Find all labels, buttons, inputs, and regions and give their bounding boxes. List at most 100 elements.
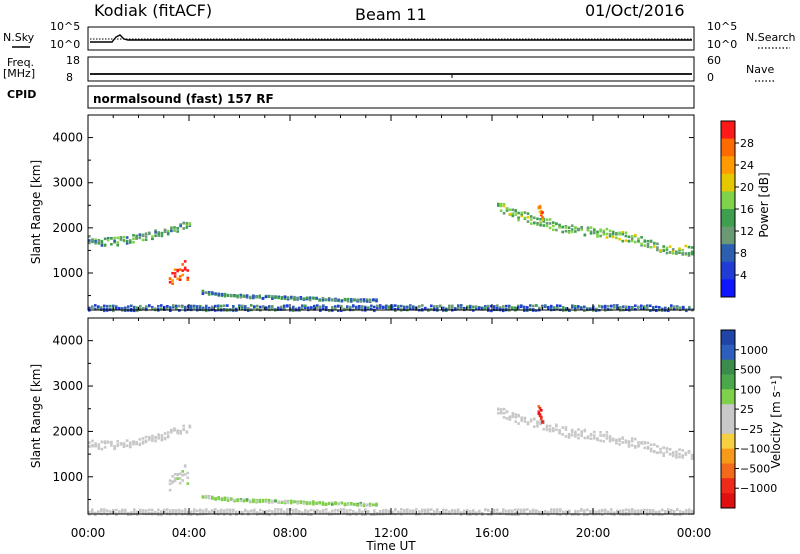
data-cell — [406, 510, 409, 514]
data-cell — [511, 509, 514, 512]
data-cell — [116, 241, 119, 244]
data-cell — [163, 230, 167, 234]
data-cell — [451, 509, 454, 513]
data-cell — [141, 233, 145, 237]
data-cell — [94, 442, 97, 445]
data-cell — [593, 434, 596, 437]
data-cell — [370, 304, 373, 308]
data-cell — [457, 307, 460, 310]
data-cell — [334, 298, 337, 302]
data-cell — [668, 448, 672, 451]
data-cell — [208, 510, 211, 514]
data-cell — [662, 446, 665, 449]
data-cell — [568, 510, 571, 514]
data-cell — [678, 247, 681, 250]
data-cell — [586, 228, 590, 232]
data-cell — [541, 218, 544, 222]
data-cell — [688, 305, 691, 309]
data-cell — [618, 232, 621, 236]
data-cell — [547, 510, 550, 514]
data-cell — [397, 307, 400, 311]
data-cell — [517, 211, 520, 215]
data-cell — [622, 509, 625, 512]
data-cell — [267, 499, 271, 502]
data-cell — [520, 211, 523, 215]
data-cell — [511, 413, 515, 417]
time-tick-label: 12:00 — [374, 526, 409, 540]
data-cell — [217, 496, 220, 499]
data-cell — [545, 222, 549, 225]
colorbar-swatch — [721, 156, 735, 175]
data-cell — [646, 304, 649, 307]
data-cell — [496, 306, 499, 309]
data-cell — [439, 305, 442, 308]
data-cell — [490, 513, 493, 516]
data-cell — [567, 226, 571, 229]
time-tick-label: 04:00 — [172, 526, 207, 540]
data-cell — [124, 306, 127, 310]
data-cell — [656, 451, 659, 455]
data-cell — [109, 304, 112, 308]
data-cell — [484, 306, 487, 309]
data-cell — [466, 511, 469, 514]
data-cell — [106, 238, 110, 242]
data-cell — [205, 309, 208, 313]
data-cell — [688, 510, 691, 514]
data-cell — [627, 445, 631, 448]
data-cell — [662, 249, 665, 252]
data-cell — [100, 307, 103, 311]
data-cell — [130, 511, 133, 514]
data-cell — [643, 446, 647, 450]
data-cell — [106, 304, 109, 308]
data-cell — [604, 509, 607, 512]
data-cell — [643, 307, 646, 311]
data-cell — [691, 509, 694, 513]
data-cell — [121, 307, 124, 310]
feature-decay-tail — [201, 289, 378, 303]
data-cell — [469, 510, 472, 513]
data-cell — [172, 510, 175, 513]
data-cell — [239, 499, 243, 503]
data-cell — [350, 300, 353, 303]
data-cell — [368, 502, 372, 506]
data-cell — [553, 306, 556, 309]
data-cell — [565, 307, 568, 310]
colorbar-swatch — [721, 344, 735, 361]
data-cell — [176, 230, 179, 233]
data-cell — [268, 509, 271, 512]
data-cell — [545, 224, 549, 228]
data-cell — [94, 241, 97, 245]
data-cell — [445, 508, 448, 512]
data-cell — [258, 296, 261, 299]
data-cell — [313, 304, 316, 308]
data-cell — [561, 433, 564, 436]
data-cell — [598, 510, 601, 514]
data-cell — [601, 510, 604, 513]
data-cell — [523, 420, 527, 423]
data-cell — [353, 503, 356, 506]
data-cell — [299, 500, 303, 503]
data-cell — [334, 307, 337, 310]
data-cell — [676, 508, 679, 511]
data-cell — [132, 237, 135, 240]
data-cell — [514, 512, 517, 515]
data-cell — [475, 307, 478, 311]
data-cell — [562, 511, 565, 515]
data-cell — [327, 501, 331, 505]
data-cell — [343, 511, 346, 515]
data-cell — [653, 242, 656, 245]
data-cell — [671, 252, 675, 255]
data-cell — [274, 508, 277, 511]
data-cell — [678, 251, 681, 254]
data-cell — [139, 510, 142, 514]
data-cell — [340, 306, 343, 309]
data-cell — [166, 305, 169, 308]
data-cell — [400, 511, 403, 514]
data-cell — [514, 420, 517, 423]
data-cell — [91, 240, 94, 244]
data-cell — [499, 512, 502, 515]
data-cell — [122, 442, 126, 445]
data-cell — [91, 439, 94, 443]
data-cell — [334, 502, 337, 506]
data-cell — [331, 306, 334, 309]
